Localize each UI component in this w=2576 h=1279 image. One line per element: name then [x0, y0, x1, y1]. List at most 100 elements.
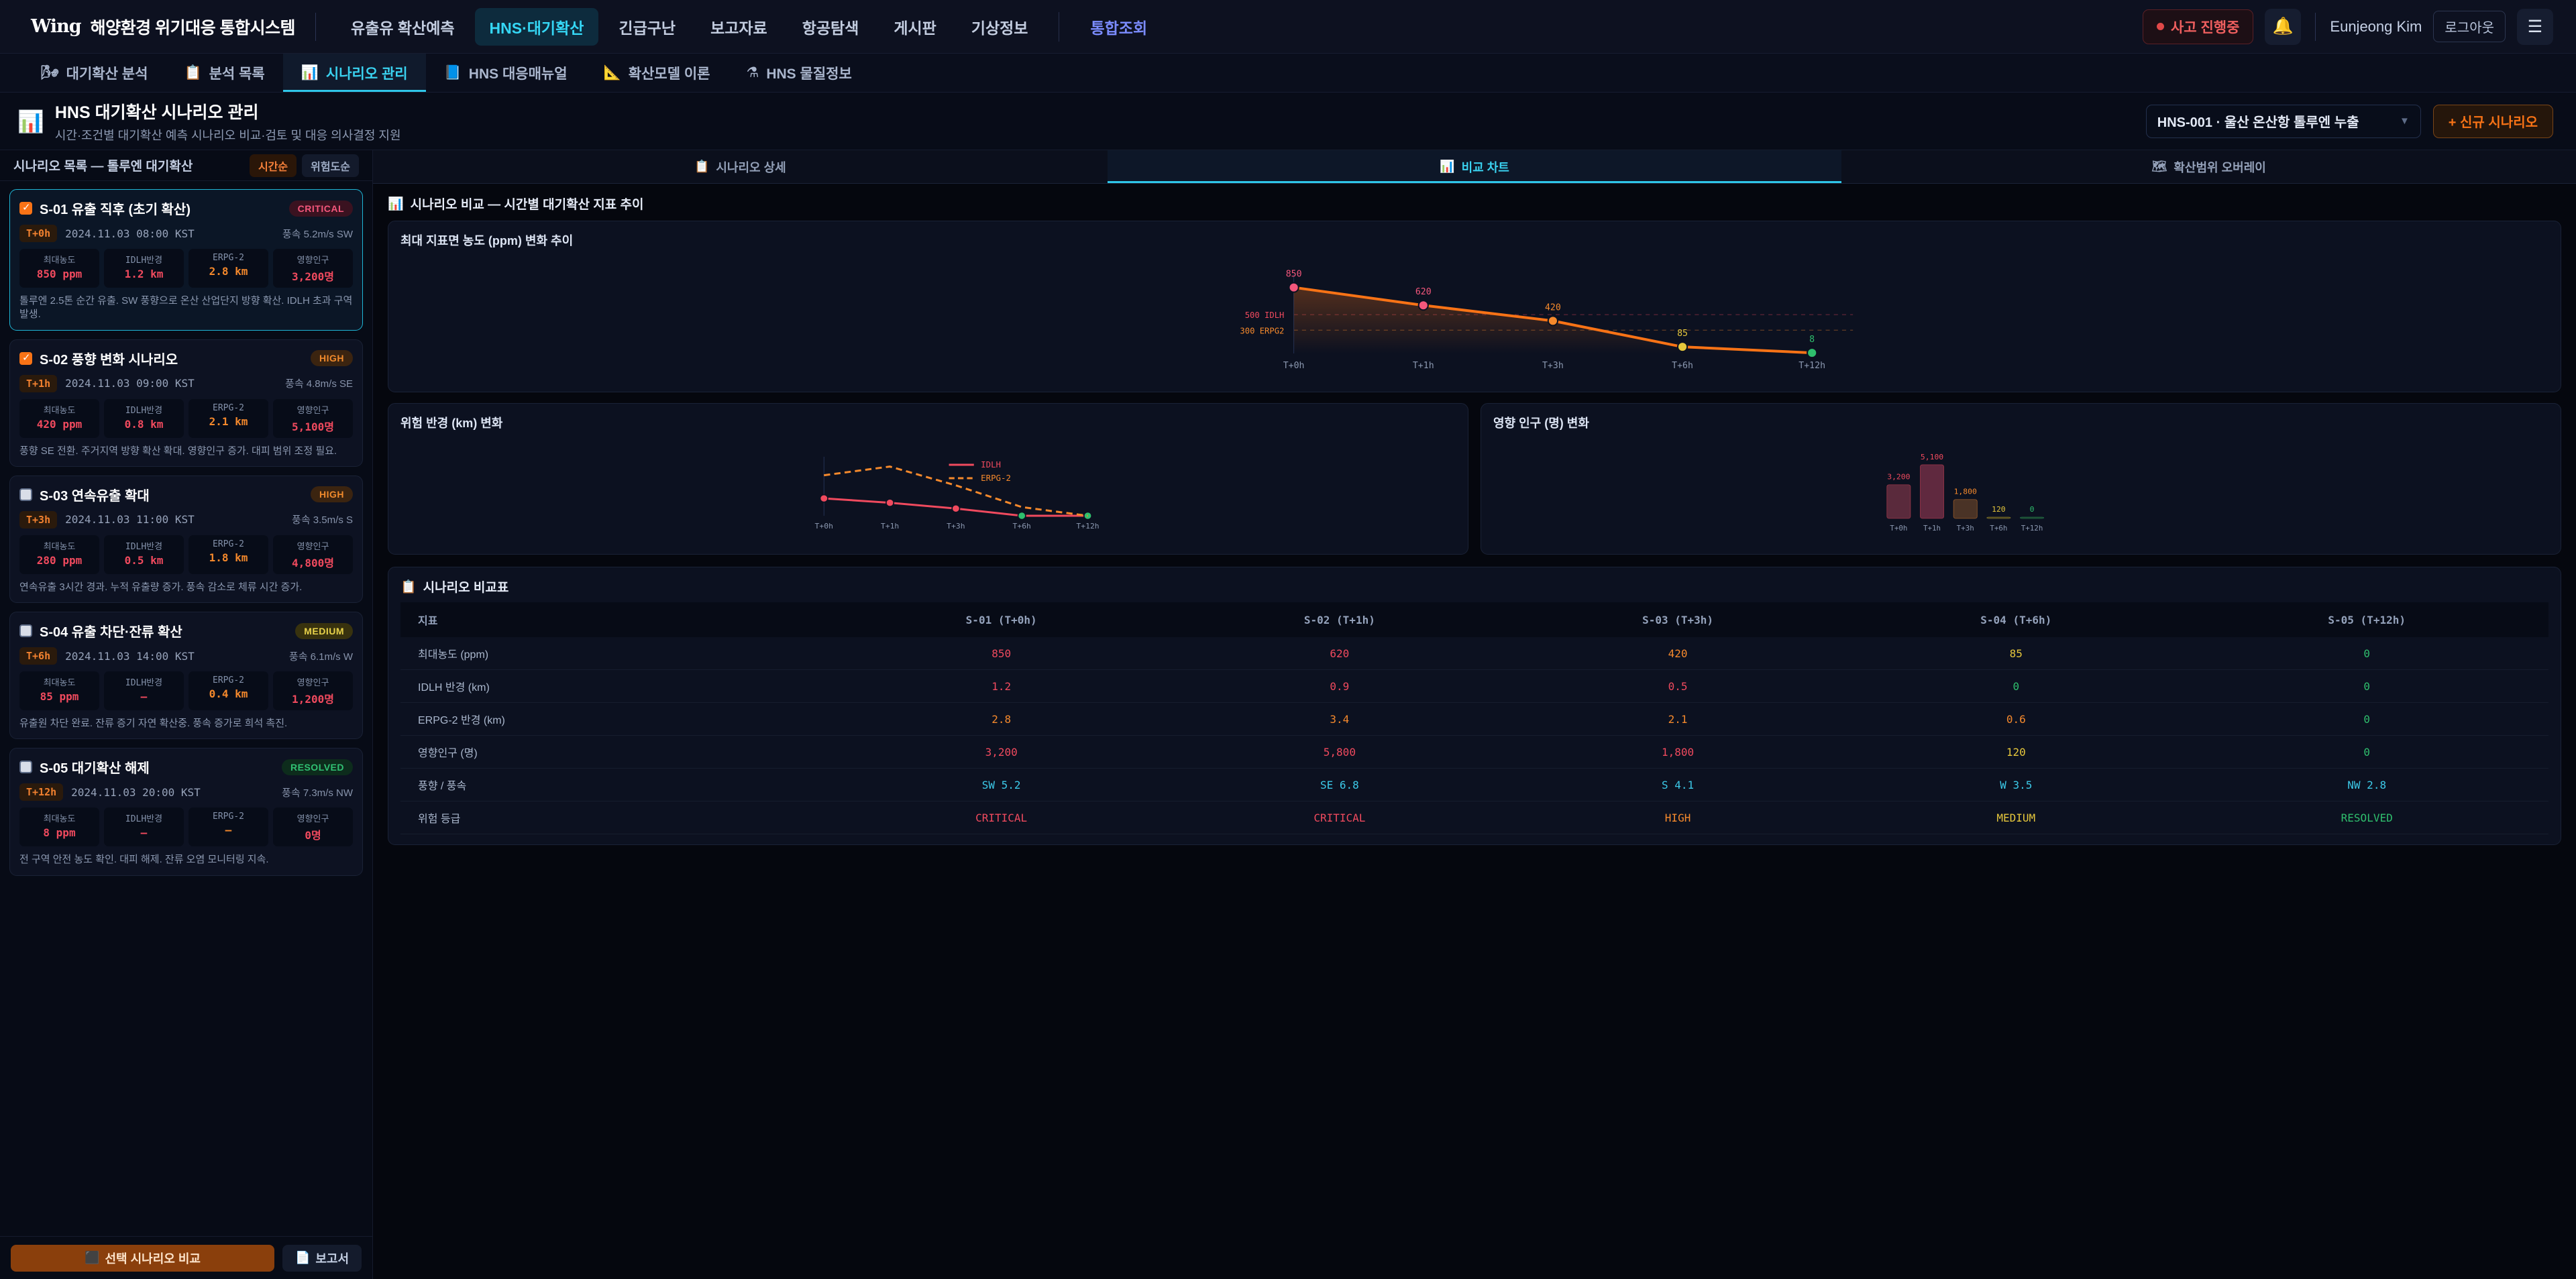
content-tab-bar: 📋 시나리오 상세 📊 비교 차트 🗺 확산범위 오버레이: [373, 150, 2576, 184]
metric: 최대농도 420 ppm: [19, 398, 99, 438]
population-chart-title: 영향 인구 (명) 변화: [1493, 416, 1589, 430]
top-navigation-bar: Wing 해양환경 위기대응 통합시스템 유출유 확산예측 HNS·대기확산 긴급구…: [0, 0, 2576, 54]
metric-label: IDLH반경: [125, 678, 163, 688]
scenario-description: 유출원 차단 완료. 잔류 증기 자연 확산중. 풍속 증가로 희석 촉진.: [19, 718, 288, 729]
incident-select[interactable]: HNS-001 · 울산 온산항 톨루엔 누출 ▼: [2145, 104, 2421, 138]
scenario-checkbox[interactable]: [19, 351, 32, 365]
time-offset-chip: T+3h: [19, 510, 58, 529]
content-tab-0[interactable]: 📋 시나리오 상세: [373, 150, 1108, 183]
table-cell: 1.2: [832, 669, 1171, 703]
metric-label: 영향인구: [297, 678, 329, 688]
scenario-checkbox[interactable]: [19, 761, 32, 774]
sort-by-time-button[interactable]: 시간순: [249, 154, 297, 177]
svg-text:T+6h: T+6h: [1013, 522, 1031, 531]
sub-tab-1[interactable]: 📋 분석 목록: [166, 54, 282, 92]
hamburger-icon[interactable]: ☰: [2517, 8, 2553, 45]
svg-text:120: 120: [1992, 505, 2006, 514]
scenario-sidebar: 시나리오 목록 — 톨루엔 대기확산 시간순 위험도순 S-01 유출 직후 (…: [0, 150, 373, 1279]
nav-item-6[interactable]: 기상정보: [971, 19, 1028, 37]
nav-item-integrated-search[interactable]: 통합조회: [1090, 19, 1148, 37]
sub-tab-2[interactable]: 📊 시나리오 관리: [282, 54, 426, 92]
content-tab-label: 시나리오 상세: [716, 160, 786, 174]
scenario-card[interactable]: S-04 유출 차단·잔류 확산 MEDIUM T+6h 2024.11.03 14:…: [9, 612, 363, 740]
svg-text:8: 8: [1809, 335, 1815, 345]
report-button[interactable]: 📄 보고서: [282, 1244, 362, 1272]
svg-text:ERPG-2: ERPG-2: [981, 474, 1011, 483]
svg-text:1,800: 1,800: [1954, 488, 1978, 496]
metric-value: 0.5 km: [124, 553, 164, 567]
metric: ERPG-2 —: [189, 808, 268, 847]
scenario-card[interactable]: S-01 유출 직후 (초기 확산) CRITICAL T+0h 2024.11.03…: [9, 189, 363, 331]
metric: 최대농도 280 ppm: [19, 535, 99, 574]
metric: IDLH반경 1.2 km: [104, 249, 184, 288]
table-row-label: IDLH 반경 (km): [400, 669, 833, 703]
scenario-checkbox[interactable]: [19, 624, 32, 637]
wind-info: 풍속 7.3m/s NW: [282, 787, 353, 799]
scenario-title: S-01 유출 직후 (초기 확산): [40, 203, 191, 217]
comparison-table: 지표 S-01 (T+0h) S-02 (T+1h) S-03 (T+3h) S-04 …: [400, 602, 2548, 834]
logout-button[interactable]: 로그아웃: [2433, 11, 2506, 42]
chart-icon: 📊: [301, 64, 319, 80]
sort-by-risk-button[interactable]: 위험도순: [302, 154, 359, 177]
scenario-description: 연속유출 3시간 경과. 누적 유출량 증가. 풍속 감소로 체류 시간 증가.: [19, 581, 303, 593]
status-badge: HIGH: [311, 350, 353, 366]
nav-item-0[interactable]: 유출유 확산예측: [351, 19, 455, 37]
sub-tab-5[interactable]: ⚗ HNS 물질정보: [729, 54, 870, 92]
bell-icon[interactable]: 🔔: [2265, 8, 2302, 45]
table-row-label: ERPG-2 반경 (km): [400, 702, 833, 736]
table-header-cell: S-04 (T+6h): [1847, 602, 2186, 637]
metric: 최대농도 8 ppm: [19, 808, 99, 847]
content-tab-label: 확산범위 오버레이: [2174, 160, 2266, 174]
clipboard-icon: 📋: [184, 64, 202, 80]
metric-label: IDLH반경: [125, 256, 163, 266]
metric-label: 최대농도: [43, 541, 76, 552]
divider: [2315, 12, 2316, 41]
content-tab-1[interactable]: 📊 비교 차트: [1107, 150, 1842, 183]
brand[interactable]: Wing 해양환경 위기대응 통합시스템: [31, 15, 296, 39]
sidebar-title: 시나리오 목록 — 톨루엔 대기확산: [13, 160, 193, 174]
table-row: 풍향 / 풍속 SW 5.2 SE 6.8 S 4.1 W 3.5 NW 2.8: [400, 768, 2548, 801]
time-offset-chip: T+0h: [19, 225, 58, 242]
content-tab-2[interactable]: 🗺 확산범위 오버레이: [1841, 150, 2576, 183]
metric-value: 4,800명: [292, 556, 334, 569]
scenario-checkbox[interactable]: [19, 488, 32, 501]
sub-tab-0[interactable]: 🌬 대기확산 분석: [23, 54, 166, 92]
nav-item-4[interactable]: 항공탐색: [802, 19, 859, 37]
table-cell: NW 2.8: [2185, 768, 2548, 801]
main-content: 📋 시나리오 상세 📊 비교 차트 🗺 확산범위 오버레이 📊 시나리오 비교 — 시간별…: [373, 150, 2576, 1279]
table-cell: 3.4: [1170, 702, 1509, 736]
sub-tab-3[interactable]: 📘 HNS 대응매뉴얼: [426, 54, 586, 92]
table-header-cell: S-02 (T+1h): [1170, 602, 1509, 637]
metric: 영향인구 4,800명: [273, 535, 353, 574]
table-row: 위험 등급 CRITICAL CRITICAL HIGH MEDIUM RESOLVED: [400, 801, 2548, 834]
table-cell: 0: [2185, 735, 2548, 769]
metric-value: 3,200명: [292, 270, 334, 283]
new-scenario-button[interactable]: + 신규 시나리오: [2432, 104, 2553, 138]
metric-label: ERPG-2: [213, 539, 244, 549]
svg-text:3,200: 3,200: [1887, 473, 1911, 482]
scenario-card[interactable]: S-02 풍향 변화 시나리오 HIGH T+1h 2024.11.03 09:00 …: [9, 339, 363, 467]
table-cell: 0.9: [1170, 669, 1509, 703]
nav-item-1[interactable]: HNS·대기확산: [474, 7, 599, 46]
table-row: 최대농도 (ppm) 850 620 420 85 0: [400, 637, 2548, 670]
table-cell: 420: [1508, 637, 1847, 670]
nav-item-2[interactable]: 긴급구난: [619, 19, 676, 37]
metric: 영향인구 5,100명: [273, 398, 353, 438]
scenario-card[interactable]: S-05 대기확산 해제 RESOLVED T+12h 2024.11.03 20:0…: [9, 748, 363, 876]
time-offset-chip: T+12h: [19, 783, 64, 801]
nav-item-5[interactable]: 게시판: [894, 19, 936, 37]
metric-label: 최대농도: [43, 405, 76, 416]
metric-value: 85 ppm: [40, 690, 79, 703]
table-cell: 0: [1847, 669, 2186, 703]
metric-value: 1.2 km: [124, 268, 164, 280]
table-cell: 2.1: [1508, 702, 1847, 736]
status-badge: CRITICAL: [288, 200, 353, 217]
scenario-checkbox[interactable]: [19, 201, 32, 215]
sub-tab-4[interactable]: 📐 확산모델 이론: [586, 54, 729, 92]
nav-item-3[interactable]: 보고자료: [710, 19, 767, 37]
metric-label: ERPG-2: [213, 402, 244, 413]
scenario-card[interactable]: S-03 연속유출 확대 HIGH T+3h 2024.11.03 11:00 KST…: [9, 475, 363, 603]
metric-label: 영향인구: [297, 541, 329, 552]
wind-info: 풍속 4.8m/s SE: [285, 378, 353, 390]
compare-scenarios-button[interactable]: ⬛ 선택 시나리오 비교: [11, 1244, 274, 1272]
